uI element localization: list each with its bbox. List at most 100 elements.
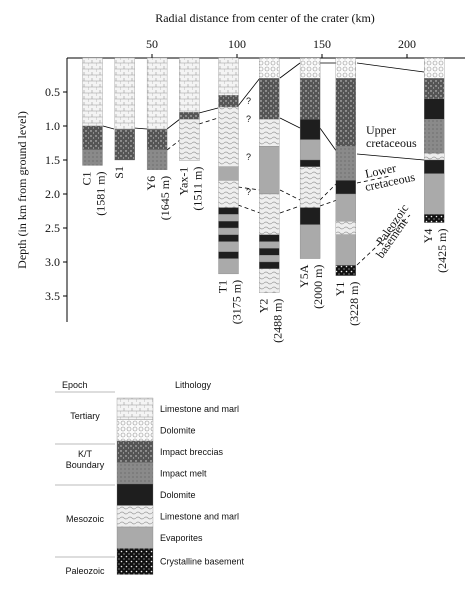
layer <box>335 146 356 181</box>
well-name: T1 <box>216 280 230 293</box>
layer <box>259 241 280 249</box>
layer <box>424 214 445 223</box>
well-name: Y1 <box>333 282 347 297</box>
layer <box>218 180 239 208</box>
layer <box>259 255 280 263</box>
well-name: Y4 <box>421 229 435 244</box>
x-tick-label: 100 <box>228 37 246 51</box>
correlation-lines <box>102 62 425 266</box>
y-tick-label: 2.0 <box>45 187 60 201</box>
y-tick-label: 0.5 <box>45 85 60 99</box>
layer <box>218 227 239 235</box>
legend-item: Limestone and marl <box>160 404 239 414</box>
epoch-label: Tertiary <box>70 411 100 421</box>
legend-swatch <box>116 419 154 442</box>
well-depth: (1511 m) <box>190 167 204 211</box>
x-tick-label: 150 <box>313 37 331 51</box>
well-depth: (3228 m) <box>347 282 361 326</box>
layer <box>299 159 321 167</box>
layer <box>218 221 239 229</box>
y-tick-label: 1.0 <box>45 119 60 133</box>
well-depth: (2488 m) <box>270 299 284 343</box>
layer <box>259 146 280 195</box>
layer <box>114 57 135 130</box>
layer <box>299 119 321 140</box>
legend-swatch <box>116 397 154 420</box>
layer <box>424 78 445 99</box>
layer <box>218 241 239 252</box>
legend-item: Impact breccias <box>160 447 224 457</box>
layer <box>424 98 445 120</box>
annotation: cretaceous <box>366 136 417 150</box>
layer <box>259 193 280 235</box>
well-depth: (2425 m) <box>435 229 449 273</box>
svg-text:?: ? <box>246 152 251 162</box>
well-depth: (2000 m) <box>311 265 325 309</box>
layer <box>218 251 239 259</box>
layer <box>146 149 168 171</box>
well-depth: (3175 m) <box>230 280 244 324</box>
x-tick-label: 50 <box>146 37 158 51</box>
svg-text:?: ? <box>246 114 251 124</box>
layer <box>424 119 445 154</box>
legend-item: Dolomite <box>160 490 196 500</box>
layer <box>335 221 356 235</box>
legend-item: Crystalline basement <box>160 557 245 567</box>
legend-item: Evaporites <box>160 533 203 543</box>
layer <box>259 78 280 120</box>
layer <box>335 78 356 147</box>
legend-swatch <box>116 505 154 528</box>
layer <box>179 57 200 113</box>
layer <box>146 129 168 150</box>
epoch-label: K/T <box>78 449 93 459</box>
layer <box>299 224 321 259</box>
y-tick-label: 1.5 <box>45 153 60 167</box>
well-name: Yax-1 <box>176 167 190 196</box>
layer <box>259 248 280 256</box>
layer <box>424 159 445 174</box>
layer <box>259 268 280 293</box>
legend-swatch <box>116 462 154 485</box>
layer <box>179 112 200 120</box>
layer <box>218 57 239 96</box>
svg-text:?: ? <box>246 187 251 197</box>
legend-item: Dolomite <box>160 425 196 435</box>
x-axis-title: Radial distance from center of the crate… <box>155 11 375 25</box>
well-name: Y6 <box>144 176 158 191</box>
layer <box>82 149 103 166</box>
layer <box>146 57 168 130</box>
well-name: S1 <box>112 166 126 179</box>
y-tick-label: 3.0 <box>45 255 60 269</box>
layer <box>259 57 280 79</box>
well-depth: (1581 m) <box>94 171 108 215</box>
well-name: Y5A <box>297 264 311 288</box>
layer <box>82 125 103 150</box>
layer <box>218 214 239 222</box>
well-depth: (1645 m) <box>158 176 172 220</box>
layer <box>218 95 239 108</box>
legend-swatch <box>116 526 154 549</box>
layer <box>218 234 239 242</box>
layer <box>218 258 239 275</box>
y-tick-label: 2.5 <box>45 221 60 235</box>
layer <box>259 119 280 147</box>
layer <box>335 265 356 276</box>
svg-text:?: ? <box>246 96 251 106</box>
layer <box>335 180 356 195</box>
layer <box>424 153 445 161</box>
layer <box>299 207 321 225</box>
legend-header: Epoch <box>62 380 88 390</box>
layer <box>218 207 239 215</box>
x-tick-label: 200 <box>398 37 416 51</box>
epoch-label: Paleozoic <box>65 566 105 576</box>
layer <box>218 106 239 167</box>
legend-swatch <box>116 440 154 463</box>
legend-header: Lithology <box>175 380 212 390</box>
layer <box>259 234 280 242</box>
layer <box>299 57 321 79</box>
question-marks: ???? <box>246 96 251 197</box>
y-tick-label: 3.5 <box>45 289 60 303</box>
legend-item: Limestone and marl <box>160 511 239 521</box>
layer <box>114 129 135 161</box>
